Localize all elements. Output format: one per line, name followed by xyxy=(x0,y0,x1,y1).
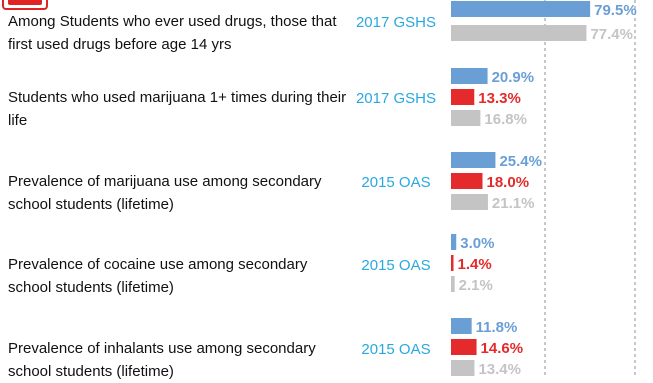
value-label-g5-s3: 13.4% xyxy=(478,361,521,378)
row-label-5: Prevalence of inhalants use among second… xyxy=(8,340,316,380)
bar-g5-s3 xyxy=(451,360,475,376)
value-label-g3-s3: 21.1% xyxy=(492,195,535,212)
bar-g1-s1 xyxy=(451,1,591,17)
row-label-2: Students who used marijuana 1+ times dur… xyxy=(8,89,347,129)
value-label-g4-s1: 3.0% xyxy=(460,235,494,252)
bar-g4-s2 xyxy=(451,255,454,271)
value-label-g2-s1: 20.9% xyxy=(492,69,535,86)
row-source-2: 2017 GSHS xyxy=(355,90,437,107)
row-label-1: Among Students who ever used drugs, thos… xyxy=(8,13,337,53)
row-label-3: Prevalence of marijuana use among second… xyxy=(8,173,322,213)
value-label-g2-s3: 16.8% xyxy=(484,111,527,128)
value-label-g5-s2: 14.6% xyxy=(481,340,524,357)
value-label-g3-s1: 25.4% xyxy=(499,153,542,170)
value-label-g2-s2: 13.3% xyxy=(478,90,521,107)
value-label-g3-s2: 18.0% xyxy=(487,174,530,191)
bar-g2-s3 xyxy=(451,110,481,126)
bar-g3-s2 xyxy=(451,173,483,189)
value-label-g1-s1: 79.5% xyxy=(594,2,637,19)
bar-g4-s1 xyxy=(451,234,457,250)
row-label-4: Prevalence of cocaine use among secondar… xyxy=(8,256,308,296)
logo-badge xyxy=(2,0,48,10)
row-source-3: 2015 OAS xyxy=(361,174,431,191)
row-source-4: 2015 OAS xyxy=(361,257,431,274)
value-label-g1-s3: 77.4% xyxy=(590,26,633,43)
value-label-g5-s1: 11.8% xyxy=(476,319,518,336)
bar-g2-s2 xyxy=(451,89,475,105)
value-label-g4-s3: 2.1% xyxy=(459,277,493,294)
bar-g5-s1 xyxy=(451,318,472,334)
bar-g2-s1 xyxy=(451,68,488,84)
row-source-5: 2015 OAS xyxy=(361,341,431,358)
bar-g3-s3 xyxy=(451,194,488,210)
value-label-g4-s2: 1.4% xyxy=(458,256,492,273)
bar-g4-s3 xyxy=(451,276,455,292)
bar-g1-s3 xyxy=(451,25,587,41)
bar-g5-s2 xyxy=(451,339,477,355)
bar-g3-s1 xyxy=(451,152,496,168)
row-source-1: 2017 GSHS xyxy=(355,14,437,31)
